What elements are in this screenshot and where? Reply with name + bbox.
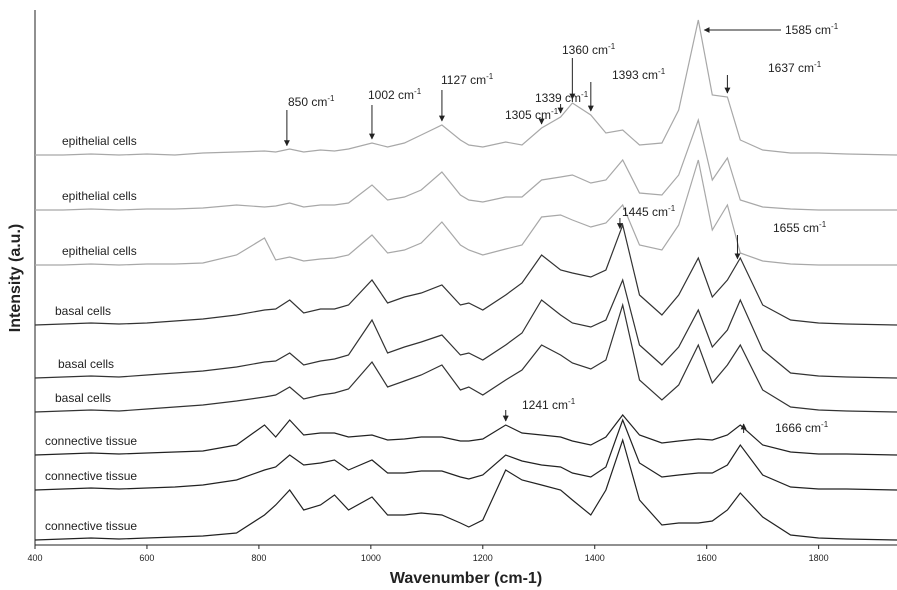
x-tick-label: 1400 [585,553,605,563]
annotation-sup: -1 [658,67,666,76]
annotation: 1360 cm-1 [562,42,616,57]
annotation-sup: -1 [568,397,576,406]
series-label: basal cells [55,304,111,318]
annotation: 1127 cm-1 [441,72,494,87]
spectrum-line [35,19,897,156]
annotation: 1241 cm-1 [522,397,576,412]
annotation-text: 1585 cm [785,23,831,37]
x-tick-label: 600 [139,553,154,563]
annotation-sup: -1 [327,94,335,103]
series-label: basal cells [58,357,114,371]
annotation: 850 cm-1 [288,94,335,109]
annotation-sup: -1 [486,72,494,81]
annotation: 1637 cm-1 [768,60,822,75]
annotation: 1305 cm-1 [505,107,559,122]
series-label: epithelial cells [62,244,137,258]
x-tick-label: 400 [27,553,42,563]
x-axis-title: Wavenumber (cm-1) [390,570,542,587]
spectrum-line [34,278,897,379]
spectrum-line [35,159,897,266]
annotation-sup: -1 [551,107,559,116]
annotation-text: 1360 cm [562,43,608,57]
x-tick-label: 1000 [361,553,381,563]
annotation-sup: -1 [581,90,589,99]
series-label: epithelial cells [62,134,137,148]
annotation-text: 1127 cm [441,73,486,87]
x-tick-label: 1800 [809,553,829,563]
annotation-text: 1393 cm [612,68,658,82]
series-label: epithelial cells [62,189,137,203]
annotation: 1339 cm-1 [535,90,589,105]
x-tick-label: 800 [251,553,266,563]
annotation-text: 1637 cm [768,61,814,75]
annotation-text: 1655 cm [773,221,819,235]
annotation-sup: -1 [821,420,829,429]
spectrum-line [34,302,897,413]
series-label: connective tissue [45,469,137,483]
annotation-text: 1305 cm [505,108,551,122]
annotation: 1666 cm-1 [775,420,829,435]
series-label: connective tissue [45,519,137,533]
annotation-text: 1002 cm [368,88,414,102]
annotation-sup: -1 [608,42,616,51]
series-label: basal cells [55,391,111,405]
spectrum-line [34,437,897,541]
annotation-text: 850 cm [288,95,327,109]
annotation-text: 1666 cm [775,421,821,435]
y-axis-title: Intensity (a.u.) [7,224,24,332]
annotation-sup: -1 [814,60,822,69]
spectrum-line [34,222,897,326]
annotation-sup: -1 [831,22,839,31]
annotation: 1445 cm-1 [622,204,676,219]
spectrum-line [34,414,897,456]
annotation-text: 1445 cm [622,205,668,219]
annotation: 1655 cm-1 [773,220,827,235]
x-tick-label: 1200 [473,553,493,563]
series-label: connective tissue [45,434,137,448]
annotation-sup: -1 [668,204,676,213]
annotation: 1585 cm-1 [785,22,839,37]
annotation: 1002 cm-1 [368,87,422,102]
x-tick-label: 1600 [697,553,717,563]
annotation-sup: -1 [414,87,422,96]
annotation-text: 1241 cm [522,398,568,412]
annotation-sup: -1 [819,220,827,229]
spectrum-line [34,418,897,491]
annotation-text: 1339 cm [535,91,581,105]
annotation: 1393 cm-1 [612,67,666,82]
spectrum-line [35,117,897,211]
